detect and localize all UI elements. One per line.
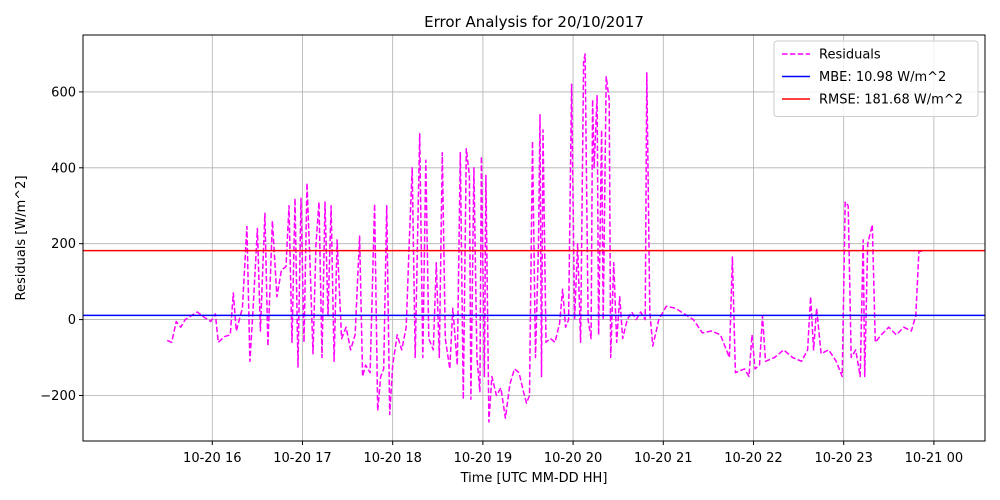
legend-label-mbe: MBE: 10.98 W/m^2 bbox=[819, 70, 946, 85]
chart-title: Error Analysis for 20/10/2017 bbox=[424, 13, 644, 31]
legend-box bbox=[773, 40, 979, 117]
y-tick-label: 400 bbox=[51, 161, 76, 176]
x-tick-label: 10-20 21 bbox=[634, 451, 692, 466]
series-layer bbox=[83, 53, 985, 423]
x-tick-label: 10-20 20 bbox=[544, 451, 602, 466]
legend-label-residuals: Residuals bbox=[819, 48, 881, 63]
legend: Residuals MBE: 10.98 W/m^2 RMSE: 181.68 W/… bbox=[773, 40, 979, 117]
x-tick-label: 10-20 19 bbox=[454, 451, 512, 466]
y-tick-label: 200 bbox=[51, 237, 76, 252]
x-tick-label: 10-20 17 bbox=[273, 451, 331, 466]
x-tick-label: 10-20 16 bbox=[183, 451, 241, 466]
y-axis-title: Residuals [W/m^2] bbox=[14, 175, 29, 300]
x-tick-label: 10-20 18 bbox=[363, 451, 421, 466]
series-residuals-line bbox=[166, 53, 922, 423]
y-tick-label: 0 bbox=[68, 313, 76, 328]
y-tick-label: 600 bbox=[51, 85, 76, 100]
x-tick-label: 10-21 00 bbox=[905, 451, 963, 466]
axes-frame bbox=[82, 34, 986, 442]
legend-label-rmse: RMSE: 181.68 W/m^2 bbox=[819, 93, 963, 108]
y-tick-label: −200 bbox=[40, 389, 76, 404]
x-axis-title: Time [UTC MM-DD HH] bbox=[460, 471, 608, 486]
x-tick-label: 10-20 23 bbox=[814, 451, 872, 466]
ticks-layer: 10-20 16 10-20 17 10-20 18 10-20 19 10-20 20… bbox=[40, 85, 963, 466]
x-tick-label: 10-20 22 bbox=[724, 451, 782, 466]
